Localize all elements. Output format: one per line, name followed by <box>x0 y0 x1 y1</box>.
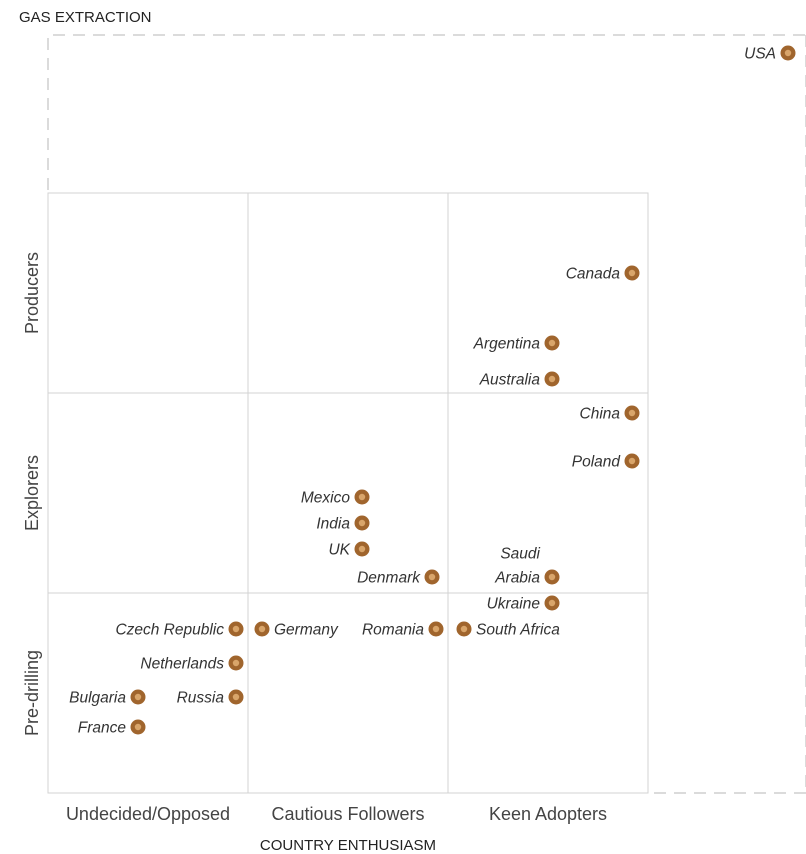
point-label: Ukraine <box>487 596 541 613</box>
point-marker-center <box>232 693 240 701</box>
plot-area-border <box>47 192 649 794</box>
point-label: China <box>580 406 621 423</box>
data-point: India <box>316 515 370 533</box>
point-label: Czech Republic <box>115 622 224 639</box>
dashed-extended-frame <box>47 34 806 794</box>
data-point: Ukraine <box>487 595 560 613</box>
data-point: Czech Republic <box>115 621 244 639</box>
point-marker-center <box>548 339 556 347</box>
point-marker-center <box>134 723 142 731</box>
data-point: South Africa <box>456 621 560 639</box>
point-marker-center <box>134 693 142 701</box>
data-point: Argentina <box>473 335 560 353</box>
chart-frame <box>47 34 806 794</box>
point-label: USA <box>744 46 776 63</box>
category-labels: Undecided/Opposed Cautious Followers Keen … <box>22 252 607 824</box>
data-point: Romania <box>362 621 444 639</box>
point-marker-center <box>358 545 366 553</box>
point-marker-center <box>460 625 468 633</box>
point-label: Denmark <box>357 570 421 587</box>
point-label: Saudi <box>500 546 540 563</box>
point-marker-center <box>232 625 240 633</box>
x-category-label: Undecided/Opposed <box>66 804 230 824</box>
y-category-label: Explorers <box>22 455 42 531</box>
point-label: Argentina <box>473 336 541 353</box>
point-marker-center <box>548 375 556 383</box>
data-point: Germany <box>254 621 339 639</box>
data-point: China <box>580 405 640 423</box>
data-point: UK <box>328 541 370 559</box>
y-axis-title: GAS EXTRACTION <box>19 9 152 26</box>
y-category-label: Producers <box>22 252 42 334</box>
data-point: Canada <box>566 265 640 283</box>
point-marker-center <box>628 409 636 417</box>
data-point: Australia <box>479 371 560 389</box>
x-axis-title: COUNTRY ENTHUSIASM <box>260 837 436 854</box>
point-marker-center <box>432 625 440 633</box>
point-marker-center <box>548 573 556 581</box>
point-label: Germany <box>274 622 339 639</box>
data-point: Mexico <box>301 489 370 507</box>
point-label: India <box>316 516 350 533</box>
point-marker-center <box>258 625 266 633</box>
point-label: Bulgaria <box>69 690 126 707</box>
point-label: Australia <box>479 372 541 389</box>
grid-lines <box>48 193 648 793</box>
point-marker-center <box>628 457 636 465</box>
data-point: Poland <box>572 453 640 471</box>
point-label: UK <box>328 542 350 559</box>
point-marker-center <box>358 519 366 527</box>
point-marker-center <box>548 599 556 607</box>
point-label: South Africa <box>476 622 560 639</box>
point-label: Mexico <box>301 490 350 507</box>
y-category-label: Pre-drilling <box>22 650 42 736</box>
x-category-label: Cautious Followers <box>271 804 424 824</box>
point-label: Arabia <box>494 570 540 587</box>
point-label: Netherlands <box>140 656 224 673</box>
point-marker-center <box>358 493 366 501</box>
data-point: France <box>78 719 146 737</box>
point-marker-center <box>232 659 240 667</box>
data-points: USA Canada Argentina Australia China Poland Me… <box>69 45 796 737</box>
point-label: Russia <box>177 690 225 707</box>
point-marker-center <box>428 573 436 581</box>
point-marker-center <box>784 49 792 57</box>
point-label: France <box>78 720 127 737</box>
point-label: Canada <box>566 266 621 283</box>
x-category-label: Keen Adopters <box>489 804 607 824</box>
point-label: Poland <box>572 454 622 471</box>
data-point: Bulgaria <box>69 689 146 707</box>
data-point: Denmark <box>357 569 440 587</box>
data-point: Netherlands <box>140 655 244 673</box>
data-point: Saudi Arabia <box>494 546 560 587</box>
data-point: Russia <box>177 689 244 707</box>
point-marker-center <box>628 269 636 277</box>
data-point: USA <box>744 45 796 63</box>
point-label: Romania <box>362 622 424 639</box>
